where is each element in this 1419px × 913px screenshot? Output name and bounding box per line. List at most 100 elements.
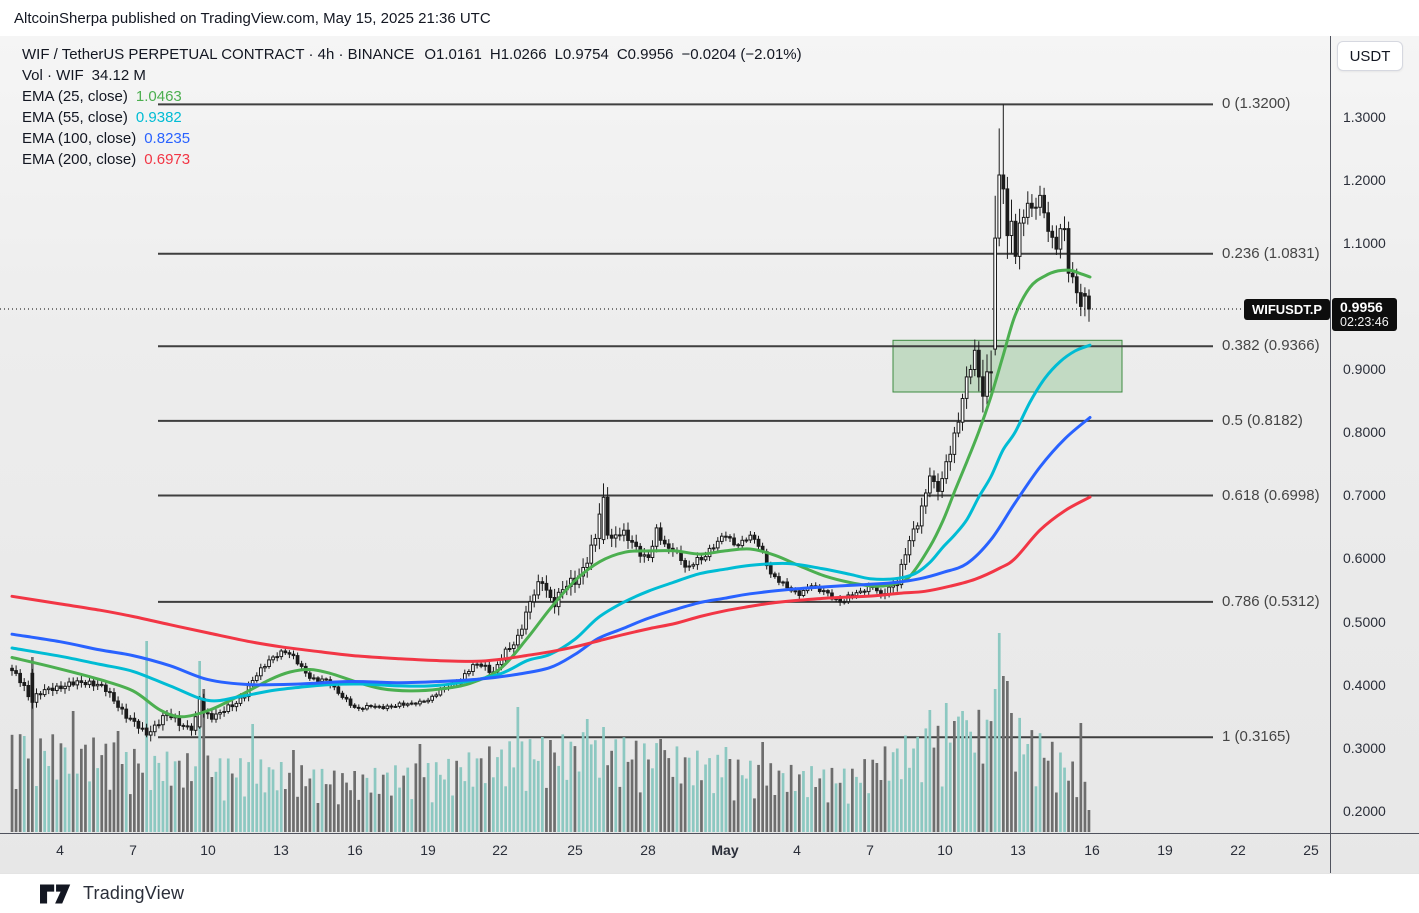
chart-pane[interactable]: WIF / TetherUS PERPETUAL CONTRACT · 4h ·… [0, 36, 1419, 873]
candle-up [312, 677, 316, 680]
volume-bar [683, 757, 687, 832]
ema-25-label[interactable]: EMA (25, close) [22, 88, 128, 105]
candle-up [405, 703, 410, 706]
volume-bar [1050, 741, 1054, 832]
volume-bar [357, 799, 361, 832]
candle-up [263, 666, 267, 669]
volume-bar [275, 790, 279, 832]
candle-down [981, 376, 985, 397]
ema-100-line[interactable] [10, 416, 1092, 687]
candle-up [748, 534, 753, 541]
volume-bar [259, 759, 263, 832]
candle-up [279, 650, 284, 658]
candle-down [361, 707, 365, 710]
price-tick-label: 0.3000 [1343, 739, 1386, 756]
volume-bar [210, 777, 214, 832]
bar-countdown: 02:23:46 [1340, 314, 1389, 329]
symbol-title[interactable]: WIF / TetherUS PERPETUAL CONTRACT · 4h ·… [22, 46, 415, 63]
ema-55-label[interactable]: EMA (55, close) [22, 109, 128, 126]
volume-bar [671, 776, 675, 832]
candle-down [728, 536, 732, 539]
volume-bar [190, 781, 193, 832]
volume-bar [961, 711, 964, 832]
candle-down [185, 725, 190, 728]
volume-bar [500, 749, 503, 832]
volume-bar [1038, 733, 1042, 832]
candle-down [389, 705, 394, 708]
volume-bar [818, 778, 822, 832]
volume-bar [1006, 681, 1009, 832]
tradingview-logo[interactable]: TradingView [40, 881, 184, 907]
volume-bar [455, 760, 458, 832]
candle-down [369, 705, 373, 707]
volume-bar [973, 752, 977, 832]
volume-bar [1034, 786, 1038, 832]
candle-down [752, 534, 757, 540]
volume-bar [1083, 781, 1087, 832]
currency-toggle-button[interactable]: USDT [1337, 41, 1403, 71]
volume-bar [647, 759, 650, 832]
volume-bar [226, 758, 230, 832]
candle-down [22, 682, 27, 686]
candle-down [666, 543, 671, 549]
volume-bar [965, 720, 968, 832]
volume-bar [51, 734, 55, 832]
volume-bar [1010, 713, 1013, 832]
volume-bar [610, 750, 613, 832]
candle-up [1034, 206, 1038, 209]
candle-down [1030, 202, 1034, 209]
volume-label[interactable]: Vol · WIF [22, 67, 84, 84]
price-tick-label: 1.3000 [1343, 109, 1386, 125]
volume-bar [324, 784, 328, 832]
candle-up [528, 601, 532, 613]
volume-bar [161, 781, 165, 832]
candle-down [1070, 272, 1075, 278]
candle-down [785, 581, 789, 589]
candle-down [336, 686, 341, 694]
volume-bar [634, 740, 638, 832]
ema-25-line[interactable] [10, 268, 1092, 719]
volume-bar [377, 793, 381, 832]
time-tick-label: 4 [56, 842, 64, 858]
volume-bar [1046, 760, 1050, 832]
volume-bar [524, 790, 528, 832]
candle-down [116, 700, 120, 708]
candle-up [275, 656, 279, 659]
price-chart-canvas[interactable] [0, 36, 1419, 873]
time-axis[interactable]: 4 7 10 13 16 19 22 25 28 May 4 7 10 13 16 19 22 25 [0, 833, 1419, 873]
volume-bar [769, 763, 773, 832]
volume-bar [243, 796, 246, 832]
candle-up [467, 671, 471, 675]
ema-55-line[interactable] [10, 343, 1092, 703]
demand-zone-box[interactable] [892, 339, 1123, 393]
candle-up [95, 683, 100, 687]
volume-bar [883, 746, 887, 832]
candle-down [1079, 292, 1083, 307]
candle-down [352, 704, 357, 708]
volume-bar [35, 786, 38, 832]
candle-down [1001, 174, 1006, 190]
volume-bar [141, 772, 144, 832]
candle-down [132, 717, 137, 722]
volume-bar [222, 800, 226, 832]
candle-up [238, 697, 243, 704]
volume-bar [585, 719, 589, 832]
volume-bar [292, 750, 295, 832]
ohlc-open: O1.0161 [424, 46, 482, 63]
price-tick-label: 0.8000 [1343, 424, 1386, 441]
volume-bar [830, 767, 834, 832]
volume-bar [985, 719, 989, 832]
candle-down [59, 685, 63, 690]
candle-down [862, 590, 867, 593]
volume-bar [704, 764, 707, 832]
ema-100-label[interactable]: EMA (100, close) [22, 130, 137, 147]
ema-200-line[interactable] [10, 495, 1092, 663]
ema-200-label[interactable]: EMA (200, close) [22, 151, 137, 168]
volume-bar [341, 773, 344, 832]
volume-bar [459, 767, 463, 832]
price-axis[interactable]: USDT 1.3000 1.2000 1.1000 0.9000 0.8000 0.700… [1330, 36, 1419, 873]
candle-up [409, 702, 414, 705]
volume-value: 34.12 M [91, 67, 146, 84]
volume-bar [740, 775, 744, 832]
time-tick-label: 25 [567, 842, 583, 858]
